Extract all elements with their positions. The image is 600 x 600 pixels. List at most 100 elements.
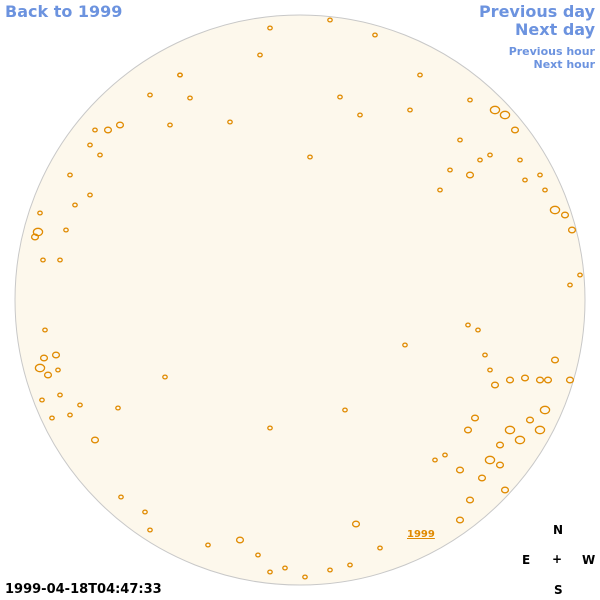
contour-feature [118,494,124,500]
contour-feature [72,202,78,208]
contour-feature [307,154,313,160]
contour-feature [465,496,475,504]
contour-feature [489,105,501,115]
next-hour-link[interactable]: Next hour [533,58,596,71]
contour-feature [495,461,505,469]
contour-feature [377,545,383,551]
contour-feature [495,441,505,449]
contour-feature [537,172,543,178]
contour-feature [282,565,288,571]
compass-east-label: E [522,553,531,567]
contour-feature [565,376,575,384]
contour-feature [465,322,471,328]
contour-feature [267,569,273,575]
contour-feature [437,187,443,193]
observation-timestamp: 1999-04-18T04:47:33 [5,582,162,597]
contour-feature [43,371,53,379]
contour-feature [267,425,273,431]
compass-south-label: S [554,583,563,597]
contour-feature [482,352,488,358]
contour-feature [39,397,45,403]
contour-feature [342,407,348,413]
contour-feature [417,72,423,78]
contour-feature [517,157,523,163]
contour-feature [147,92,153,98]
contour-feature [357,112,363,118]
contour-feature [167,122,173,128]
contour-feature [87,142,93,148]
contour-feature [51,351,61,359]
contour-feature [539,405,551,415]
contour-feature [490,381,500,389]
contour-feature [30,233,40,241]
contour-feature [92,127,98,133]
contour-feature [42,327,48,333]
contour-feature [57,257,63,263]
contour-feature [402,342,408,348]
contour-feature [205,542,211,548]
contour-feature [407,107,413,113]
contour-feature [514,435,526,445]
contour-feature [142,509,148,515]
contour-feature [567,226,577,234]
previous-hour-link[interactable]: Previous hour [508,45,595,58]
contour-feature [162,374,168,380]
back-to-year-link[interactable]: Back to 1999 [5,2,123,21]
contour-feature [455,516,465,524]
contour-feature [372,32,378,38]
contour-feature [302,574,308,580]
contour-feature [457,137,463,143]
contour-feature [463,426,473,434]
solar-disc [14,14,586,586]
contour-feature [549,205,561,215]
contour-feature [115,121,125,129]
contour-features [30,17,583,580]
next-day-link[interactable]: Next day [515,20,595,39]
contour-feature [37,210,43,216]
contour-feature [567,282,573,288]
contour-feature [235,536,245,544]
contour-feature [327,567,333,573]
contour-feature [484,455,496,465]
contour-feature [63,227,69,233]
compass-center-icon: + [552,552,563,566]
contour-feature [97,152,103,158]
contour-feature [477,474,487,482]
contour-feature [475,327,481,333]
contour-feature [560,211,570,219]
contour-feature [351,520,361,528]
contour-feature [255,552,261,558]
contour-feature [67,412,73,418]
contour-feature [67,172,73,178]
contour-feature [504,425,516,435]
contour-feature [347,562,353,568]
contour-feature [442,452,448,458]
contour-feature [57,392,63,398]
contour-feature [465,171,475,179]
contour-feature [470,414,480,422]
contour-feature [227,119,233,125]
previous-day-link[interactable]: Previous day [478,2,595,21]
contour-feature [525,416,535,424]
compass-west-label: W [582,553,596,567]
contour-feature [187,95,193,101]
contour-feature [447,167,453,173]
contour-feature [87,192,93,198]
compass-north-label: N [553,523,564,537]
contour-feature [542,187,548,193]
contour-feature [487,367,493,373]
contour-feature [455,466,465,474]
contour-feature [505,376,515,384]
contour-feature [543,376,553,384]
contour-feature [40,257,46,263]
contour-feature [432,457,438,463]
contour-feature [115,405,121,411]
contour-feature [337,94,343,100]
contour-feature [550,356,560,364]
year-marker-link[interactable]: 1999 [407,529,435,540]
contour-feature [147,527,153,533]
contour-feature [32,227,44,237]
contour-feature [499,110,511,120]
contour-feature [534,425,546,435]
